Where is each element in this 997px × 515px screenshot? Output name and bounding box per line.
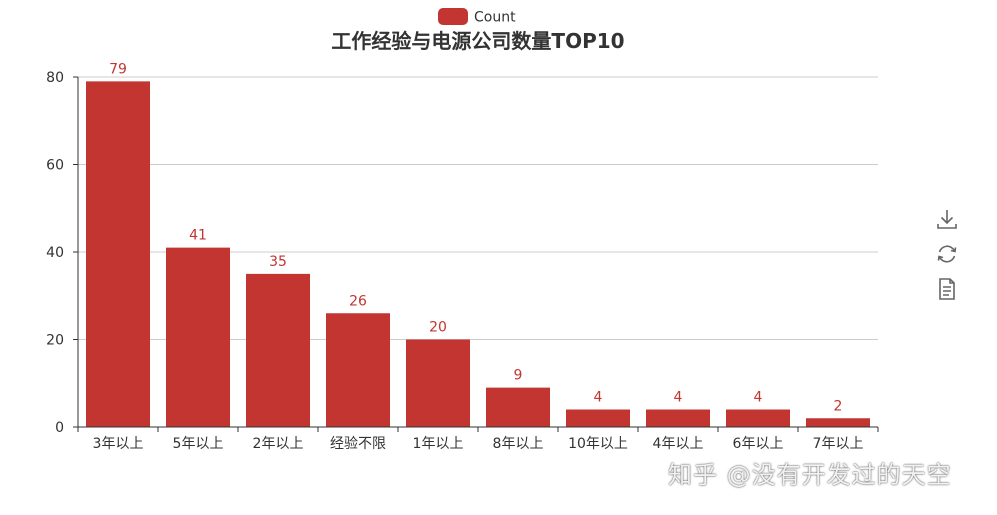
- x-tick-label: 3年以上: [93, 436, 144, 452]
- data-label: 9: [514, 368, 523, 384]
- data-label: 26: [349, 293, 367, 309]
- download-icon: [937, 210, 957, 229]
- data-label: 4: [594, 390, 603, 406]
- x-tick-label: 1年以上: [413, 436, 464, 452]
- x-tick-label: 5年以上: [173, 436, 224, 452]
- refresh-icon: [937, 245, 957, 263]
- data-label: 4: [754, 390, 763, 406]
- data-label: 35: [269, 254, 287, 270]
- chart-title: 工作经验与电源公司数量TOP10: [331, 29, 624, 53]
- data-view-button[interactable]: [934, 276, 960, 302]
- x-tick-label: 4年以上: [653, 436, 704, 452]
- bar[interactable]: [166, 247, 230, 427]
- x-tick-label: 10年以上: [568, 436, 628, 452]
- bar[interactable]: [806, 418, 870, 427]
- watermark: 知乎 @没有开发过的天空: [668, 461, 952, 489]
- axes: 0 20 40 60 80 3年以上 5年以上 2年以上 经验不限 1年以上 8年以上 10年以上 4年…: [46, 70, 879, 452]
- y-tick-label: 80: [46, 70, 64, 86]
- x-tick-label: 经验不限: [330, 436, 386, 452]
- legend-swatch[interactable]: [438, 8, 468, 25]
- x-tick-label: 2年以上: [253, 436, 304, 452]
- x-tick-label: 8年以上: [493, 436, 544, 452]
- document-icon: [939, 278, 955, 300]
- save-image-button[interactable]: [934, 206, 960, 232]
- x-tick-label: 7年以上: [813, 436, 864, 452]
- y-tick-label: 60: [46, 158, 64, 174]
- legend[interactable]: Count: [438, 8, 516, 26]
- data-label: 79: [109, 61, 127, 77]
- bar[interactable]: [726, 409, 790, 428]
- bar[interactable]: [646, 409, 710, 428]
- data-label: 41: [189, 228, 207, 244]
- bar[interactable]: [86, 81, 150, 427]
- y-tick-label: 20: [46, 333, 64, 349]
- bar[interactable]: [486, 387, 550, 427]
- data-label: 20: [429, 320, 447, 336]
- bar[interactable]: [246, 273, 310, 427]
- data-label: 2: [834, 398, 843, 414]
- toolbox: [934, 206, 960, 311]
- bar-series: [86, 81, 870, 427]
- data-label: 4: [674, 390, 683, 406]
- bar[interactable]: [566, 409, 630, 428]
- x-tick-label: 6年以上: [733, 436, 784, 452]
- y-tick-label: 40: [46, 245, 64, 261]
- data-labels: 79 41 35 26 20 9 4 4 4 2: [109, 61, 842, 414]
- y-tick-label: 0: [55, 420, 64, 436]
- bar[interactable]: [326, 313, 390, 427]
- legend-label[interactable]: Count: [474, 10, 516, 26]
- restore-button[interactable]: [934, 241, 960, 267]
- bar[interactable]: [406, 339, 470, 428]
